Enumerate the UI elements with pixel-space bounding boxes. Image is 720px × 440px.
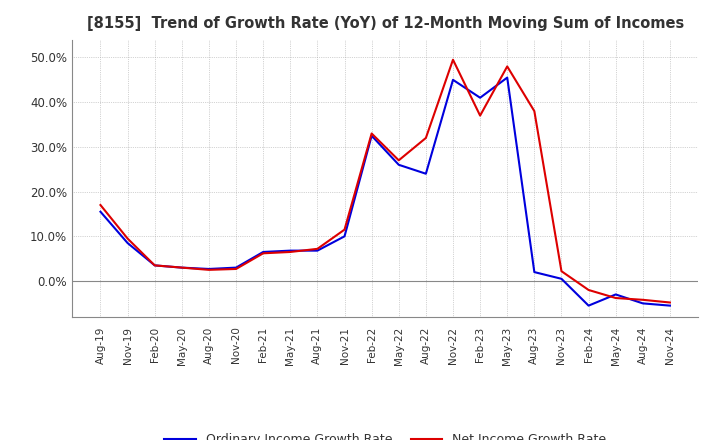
- Ordinary Income Growth Rate: [639, 301, 647, 306]
- Net Income Growth Rate: [313, 246, 322, 252]
- Net Income Growth Rate: [530, 109, 539, 114]
- Net Income Growth Rate: [449, 57, 457, 62]
- Net Income Growth Rate: [665, 300, 674, 305]
- Net Income Growth Rate: [367, 131, 376, 136]
- Ordinary Income Growth Rate: [421, 171, 430, 176]
- Net Income Growth Rate: [150, 263, 159, 268]
- Ordinary Income Growth Rate: [476, 95, 485, 100]
- Net Income Growth Rate: [611, 295, 620, 301]
- Title: [8155]  Trend of Growth Rate (YoY) of 12-Month Moving Sum of Incomes: [8155] Trend of Growth Rate (YoY) of 12-…: [86, 16, 684, 32]
- Net Income Growth Rate: [421, 136, 430, 141]
- Ordinary Income Growth Rate: [341, 234, 349, 239]
- Net Income Growth Rate: [584, 287, 593, 293]
- Legend: Ordinary Income Growth Rate, Net Income Growth Rate: Ordinary Income Growth Rate, Net Income …: [159, 429, 611, 440]
- Line: Net Income Growth Rate: Net Income Growth Rate: [101, 60, 670, 302]
- Ordinary Income Growth Rate: [96, 209, 105, 214]
- Net Income Growth Rate: [557, 268, 566, 274]
- Ordinary Income Growth Rate: [611, 292, 620, 297]
- Net Income Growth Rate: [639, 297, 647, 302]
- Net Income Growth Rate: [96, 202, 105, 208]
- Net Income Growth Rate: [503, 64, 511, 69]
- Line: Ordinary Income Growth Rate: Ordinary Income Growth Rate: [101, 77, 670, 306]
- Ordinary Income Growth Rate: [232, 265, 240, 270]
- Ordinary Income Growth Rate: [530, 269, 539, 275]
- Net Income Growth Rate: [259, 251, 268, 256]
- Ordinary Income Growth Rate: [557, 276, 566, 282]
- Net Income Growth Rate: [286, 249, 294, 255]
- Ordinary Income Growth Rate: [286, 248, 294, 253]
- Ordinary Income Growth Rate: [395, 162, 403, 168]
- Ordinary Income Growth Rate: [150, 263, 159, 268]
- Ordinary Income Growth Rate: [665, 303, 674, 308]
- Ordinary Income Growth Rate: [367, 133, 376, 138]
- Ordinary Income Growth Rate: [584, 303, 593, 308]
- Ordinary Income Growth Rate: [313, 248, 322, 253]
- Ordinary Income Growth Rate: [449, 77, 457, 82]
- Net Income Growth Rate: [232, 266, 240, 271]
- Net Income Growth Rate: [178, 265, 186, 270]
- Ordinary Income Growth Rate: [503, 75, 511, 80]
- Net Income Growth Rate: [341, 227, 349, 232]
- Net Income Growth Rate: [204, 267, 213, 272]
- Ordinary Income Growth Rate: [178, 265, 186, 270]
- Ordinary Income Growth Rate: [204, 266, 213, 271]
- Net Income Growth Rate: [476, 113, 485, 118]
- Net Income Growth Rate: [395, 158, 403, 163]
- Ordinary Income Growth Rate: [259, 249, 268, 255]
- Net Income Growth Rate: [123, 236, 132, 241]
- Ordinary Income Growth Rate: [123, 240, 132, 246]
